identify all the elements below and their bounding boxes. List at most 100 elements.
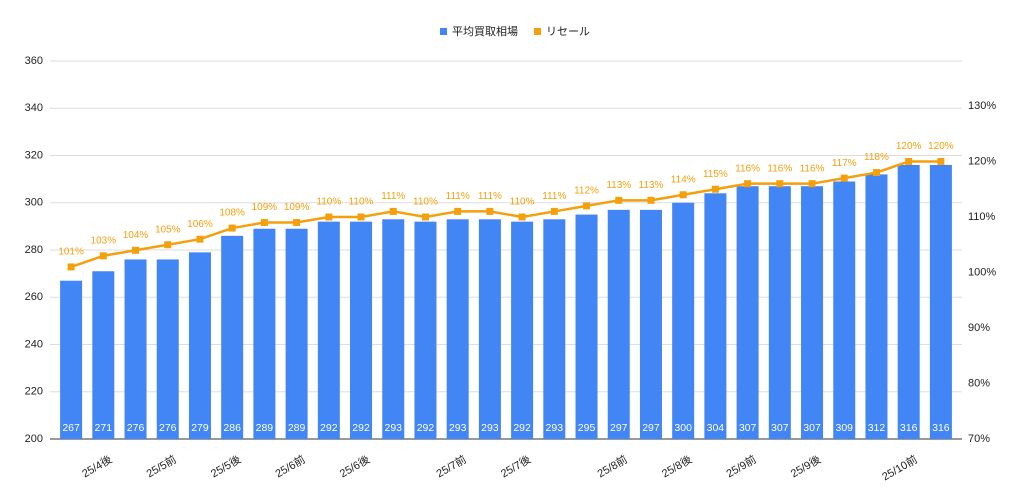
y-tick-label: 320 bbox=[25, 149, 43, 161]
line-marker bbox=[808, 180, 816, 188]
line-marker bbox=[615, 196, 623, 204]
bar bbox=[478, 219, 501, 439]
line-value-label: 111% bbox=[381, 191, 405, 202]
line-marker bbox=[486, 207, 494, 215]
bar-value-label: 309 bbox=[835, 422, 853, 434]
line-marker bbox=[937, 157, 945, 165]
line-marker bbox=[260, 219, 268, 227]
line-value-label: 110% bbox=[510, 197, 535, 208]
bar-value-label: 292 bbox=[513, 422, 531, 434]
bar-value-label: 297 bbox=[610, 422, 628, 434]
bar-value-label: 276 bbox=[127, 422, 145, 434]
line-value-label: 115% bbox=[703, 169, 728, 180]
bar bbox=[801, 186, 824, 439]
bar bbox=[317, 221, 340, 439]
line-marker bbox=[293, 219, 301, 227]
bar-value-label: 312 bbox=[868, 422, 886, 434]
legend-label: リセール bbox=[546, 25, 590, 38]
bar bbox=[60, 280, 83, 439]
line-marker bbox=[132, 246, 140, 254]
legend-swatch bbox=[440, 28, 447, 35]
line-marker bbox=[228, 224, 236, 232]
line-value-label: 112% bbox=[574, 186, 599, 197]
line-marker bbox=[744, 180, 752, 188]
x-tick-label: 25/4後 bbox=[79, 452, 114, 480]
bar bbox=[382, 219, 405, 439]
line-value-label: 101% bbox=[58, 247, 84, 258]
bar bbox=[156, 259, 179, 439]
bar-value-label: 297 bbox=[642, 422, 660, 434]
line-marker bbox=[67, 263, 75, 271]
line bbox=[70, 160, 941, 269]
y2-tick-label: 80% bbox=[968, 377, 990, 389]
bar-value-label: 316 bbox=[932, 422, 950, 434]
y-tick-label: 360 bbox=[25, 55, 43, 67]
line-marker bbox=[518, 213, 526, 221]
bar bbox=[414, 221, 437, 439]
bar bbox=[929, 164, 952, 439]
y2-tick-label: 110% bbox=[968, 211, 996, 223]
bar bbox=[897, 164, 920, 439]
bar bbox=[736, 186, 759, 439]
bar bbox=[221, 235, 244, 439]
bar-value-label: 307 bbox=[803, 422, 821, 434]
line-value-label: 105% bbox=[155, 224, 181, 235]
bar bbox=[768, 186, 791, 439]
bar bbox=[543, 219, 566, 439]
x-tick-label: 25/7前 bbox=[434, 452, 469, 480]
line-value-label: 116% bbox=[767, 163, 792, 174]
bar bbox=[188, 252, 211, 439]
line-value-label: 103% bbox=[91, 235, 117, 246]
y2-tick-label: 130% bbox=[968, 100, 996, 112]
y2-tick-label: 120% bbox=[968, 155, 996, 167]
bar-value-label: 276 bbox=[159, 422, 177, 434]
line-value-label: 109% bbox=[284, 202, 310, 213]
x-tick-label: 25/5前 bbox=[144, 452, 179, 480]
line-value-label: 111% bbox=[446, 191, 470, 202]
bar-value-label: 292 bbox=[320, 422, 338, 434]
bar-value-label: 295 bbox=[578, 422, 596, 434]
line-value-label: 114% bbox=[671, 174, 696, 185]
bar-value-label: 286 bbox=[223, 422, 241, 434]
line-value-label: 108% bbox=[219, 208, 245, 219]
y-tick-label: 300 bbox=[25, 197, 43, 209]
bar-value-label: 304 bbox=[707, 422, 725, 434]
x-tick-label: 25/8後 bbox=[659, 452, 694, 480]
y-tick-label: 220 bbox=[25, 386, 43, 398]
x-tick-label: 25/7後 bbox=[498, 452, 533, 480]
bar bbox=[704, 193, 727, 439]
line-marker bbox=[711, 185, 719, 193]
line-marker bbox=[776, 180, 784, 188]
y-tick-label: 340 bbox=[25, 102, 43, 114]
bar bbox=[865, 174, 888, 439]
line-marker bbox=[679, 191, 687, 199]
line-marker bbox=[99, 252, 107, 260]
bar bbox=[285, 228, 308, 439]
bar bbox=[92, 271, 115, 439]
line-value-label: 110% bbox=[316, 197, 341, 208]
line-marker bbox=[550, 207, 558, 215]
line-marker bbox=[454, 207, 462, 215]
line-value-label: 118% bbox=[864, 152, 889, 163]
bar-value-label: 293 bbox=[449, 422, 467, 434]
legend-swatch bbox=[534, 28, 541, 35]
bar-value-label: 279 bbox=[191, 422, 209, 434]
y2-tick-label: 90% bbox=[968, 322, 990, 334]
line-value-label: 116% bbox=[800, 163, 825, 174]
line-marker bbox=[389, 207, 397, 215]
y-tick-label: 260 bbox=[25, 291, 43, 303]
line-marker bbox=[840, 174, 848, 182]
line-value-label: 117% bbox=[832, 158, 857, 169]
x-tick-label: 25/10前 bbox=[879, 452, 919, 483]
line-marker bbox=[357, 213, 365, 221]
line-value-label: 113% bbox=[606, 180, 631, 191]
bar bbox=[253, 228, 276, 439]
bar bbox=[607, 209, 630, 439]
line-value-label: 111% bbox=[542, 191, 566, 202]
line-value-label: 110% bbox=[413, 197, 438, 208]
line-value-label: 106% bbox=[187, 219, 213, 230]
bar bbox=[446, 219, 469, 439]
x-tick-label: 25/8前 bbox=[595, 452, 630, 480]
bar-value-label: 292 bbox=[417, 422, 435, 434]
